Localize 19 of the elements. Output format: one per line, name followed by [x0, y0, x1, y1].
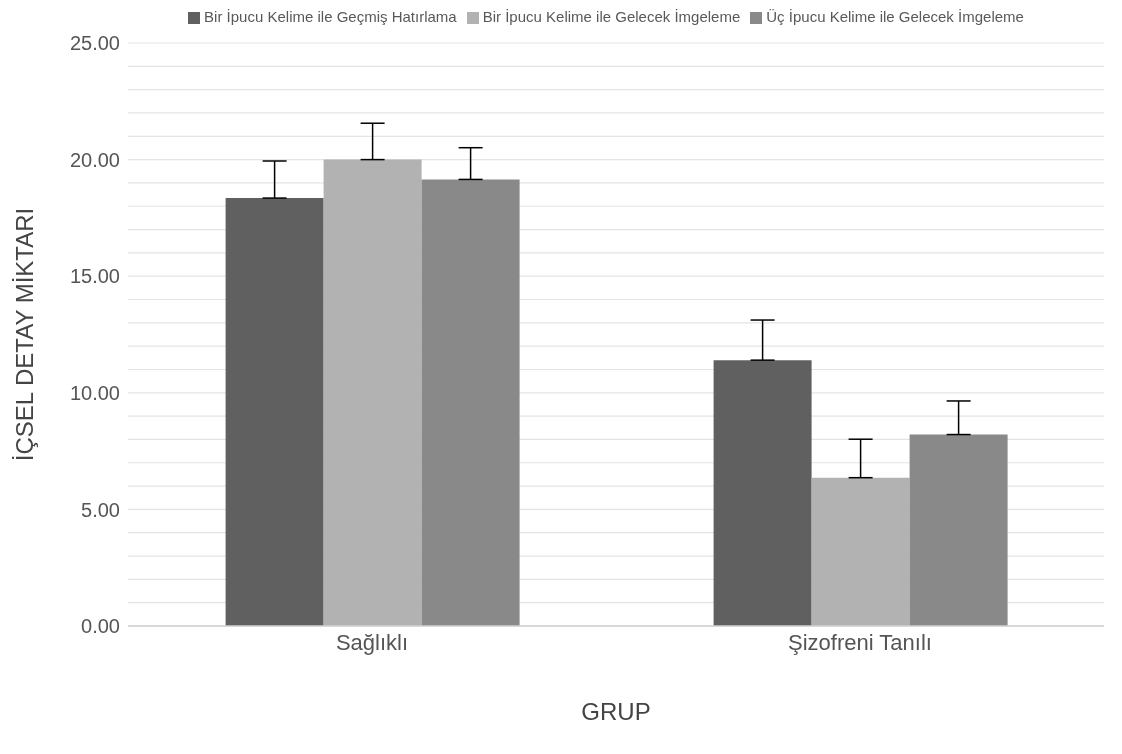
bar — [421, 179, 520, 626]
bar — [323, 159, 422, 626]
bar — [225, 198, 324, 626]
y-tick-label: 15.00 — [69, 265, 120, 288]
y-tick-label: 0.00 — [81, 615, 120, 638]
x-axis-title: GRUP — [581, 698, 651, 725]
bar — [713, 360, 812, 626]
y-tick-label: 10.00 — [69, 381, 120, 404]
y-axis-title: İÇSEL DETAY MİKTARI — [10, 207, 38, 462]
y-tick-label: 20.00 — [69, 148, 120, 171]
legend-label: Üç İpucu Kelime ile Gelecek İmgeleme — [766, 8, 1024, 25]
bar — [909, 434, 1008, 626]
bar — [811, 477, 910, 626]
x-tick-label: Şizofreni Tanılı — [788, 629, 932, 655]
legend-label: Bir İpucu Kelime ile Gelecek İmgeleme — [482, 8, 741, 25]
legend-label: Bir İpucu Kelime ile Geçmiş Hatırlama — [204, 8, 457, 25]
x-tick-label: Sağlıklı — [335, 629, 409, 655]
y-tick-label: 5.00 — [81, 498, 120, 521]
y-tick-label: 25.00 — [69, 32, 120, 55]
